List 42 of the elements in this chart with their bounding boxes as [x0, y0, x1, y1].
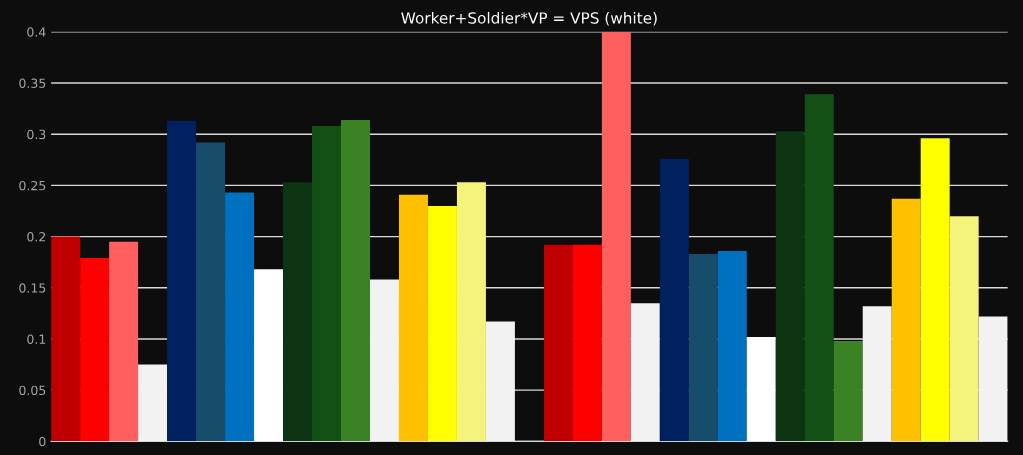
bar: [51, 236, 81, 442]
y-tick-label: 0.2: [27, 232, 46, 242]
bar: [427, 205, 457, 442]
y-tick-label: 0: [39, 436, 46, 447]
y-tick-label: 0.1: [27, 334, 46, 344]
bar: [891, 198, 921, 442]
bar: [688, 254, 718, 442]
bar: [341, 119, 370, 442]
y-tick-label: 0.25: [19, 180, 46, 191]
bar: [225, 192, 255, 442]
bar: [283, 182, 313, 442]
bar: [717, 250, 747, 442]
bar: [920, 138, 950, 442]
bar: [572, 244, 602, 442]
bar: [254, 269, 284, 442]
y-tick-label: 0.35: [19, 78, 46, 88]
bar: [978, 316, 1008, 442]
bar: [659, 158, 689, 442]
bar: [196, 142, 226, 442]
y-tick-label: 0.4: [27, 27, 46, 37]
y-tick-label: 0.05: [19, 385, 46, 396]
bar: [949, 216, 979, 442]
bar: [138, 364, 168, 442]
bar: [601, 31, 631, 442]
bar: [167, 120, 197, 442]
bar: [804, 94, 834, 442]
bar: [862, 306, 892, 442]
bar: [369, 279, 399, 442]
bar: [456, 182, 486, 442]
bar: [109, 241, 139, 442]
y-tick-label: 0.15: [19, 283, 46, 293]
chart-title: Worker+Soldier*VP = VPS (white): [401, 11, 657, 26]
y-tick-label: 0.3: [27, 129, 46, 140]
bar: [630, 303, 660, 442]
bar: [775, 131, 805, 442]
bar: [312, 126, 341, 442]
bar: [746, 336, 776, 442]
bar: [80, 258, 110, 442]
bar: [485, 321, 515, 442]
bar: [833, 341, 863, 442]
bar: [543, 244, 573, 442]
bar: [398, 194, 428, 442]
